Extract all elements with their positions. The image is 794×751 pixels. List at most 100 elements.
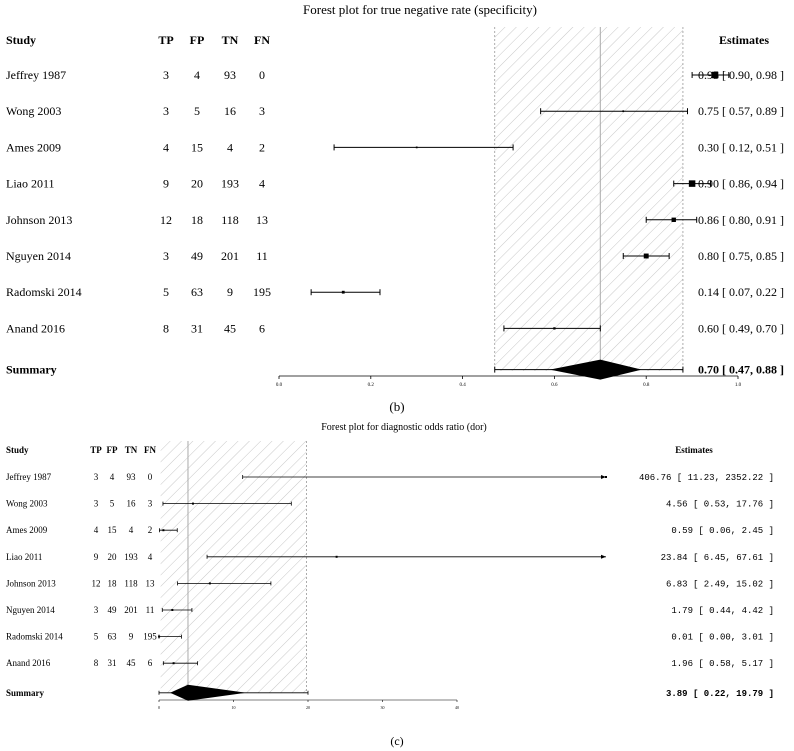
panel-b-point-estimate: [643, 253, 649, 259]
panel-c-study-fp: 63: [108, 632, 118, 642]
panel-b-study-row: Jeffrey 1987 3 4 93 0 0.95 [ 0.90, 0.98 ]: [6, 68, 784, 82]
panel-b-study-tn: 118: [221, 213, 239, 227]
panel-c-study-fn: 195: [143, 632, 157, 642]
panel-b-study-name: Radomski 2014: [6, 285, 82, 299]
panel-c-study-tn: 193: [124, 552, 138, 562]
panel-c-point-estimate: [335, 555, 338, 558]
panel-b-study-fn: 13: [256, 213, 268, 227]
panel-b-study-row: Ames 2009 4 15 4 2 0.30 [ 0.12, 0.51 ]: [6, 140, 784, 154]
panel-b-estimate-label: 0.75 [ 0.57, 0.89 ]: [698, 104, 784, 118]
panel-c-study-tn: 45: [127, 658, 137, 668]
panel-c-tick-label: 0: [158, 705, 160, 710]
panel-b-study-fp: 63: [191, 285, 203, 299]
panel-b-specificity: Forest plot for true negative rate (spec…: [6, 2, 784, 414]
panel-b-point-estimate: [341, 290, 345, 294]
panel-c-estimate-label: 0.01 [ 0.00, 3.01 ]: [671, 633, 774, 643]
panel-b-tick-label: 0.2: [368, 383, 375, 388]
panel-b-study-tn: 201: [221, 249, 239, 263]
panel-b-point-estimate: [711, 71, 719, 79]
panel-b-title: Forest plot for true negative rate (spec…: [303, 2, 537, 17]
panel-b-study-row: Wong 2003 3 5 16 3 0.75 [ 0.57, 0.89 ]: [6, 104, 784, 118]
panel-c-study-name: Ames 2009: [6, 525, 48, 535]
panel-b-summary-label: Summary: [6, 363, 57, 377]
panel-c-point-estimate: [162, 529, 165, 532]
panel-c-study-tn: 93: [127, 472, 137, 482]
panel-c-study-name: Nguyen 2014: [6, 605, 55, 615]
panel-c-point-estimate: [158, 635, 161, 638]
panel-c-header-estimates: Estimates: [675, 445, 713, 455]
panel-c-study-row: Ames 2009 4 15 4 2 0.59 [ 0.06, 2.45 ]: [6, 525, 774, 536]
panel-b-point-estimate: [415, 146, 418, 149]
panel-c-estimate-label: 0.59 [ 0.06, 2.45 ]: [671, 526, 774, 536]
panel-c-study-tn: 4: [129, 525, 134, 535]
panel-c-study-tn: 9: [129, 632, 134, 642]
panel-c-ci-arrow: [601, 554, 606, 559]
panel-b-summary-estimate: 0.70 [ 0.47, 0.88 ]: [698, 363, 784, 377]
panel-b-point-estimate: [688, 180, 696, 187]
panel-b-tick-label: 0.6: [551, 383, 558, 388]
panel-b-summary-diamond: [549, 359, 642, 380]
panel-b-tick-label: 0.0: [276, 383, 283, 388]
panel-c-study-fn: 6: [148, 658, 153, 668]
panel-c-estimate-label: 23.84 [ 6.45, 67.61 ]: [661, 553, 774, 563]
panel-c-title: Forest plot for diagnostic odds ratio (d…: [321, 422, 487, 433]
panel-c-study-fn: 2: [148, 525, 153, 535]
panel-b-estimate-label: 0.60 [ 0.49, 0.70 ]: [698, 321, 784, 335]
panel-c-summary-row: Summary 3.89 [ 0.22, 19.79 ]: [6, 684, 774, 701]
panel-c-estimate-label: 6.83 [ 2.49, 15.02 ]: [666, 579, 774, 589]
panel-b-study-row: Johnson 2013 12 18 118 13 0.86 [ 0.80, 0.91 ]: [6, 213, 784, 227]
panel-b-study-tp: 3: [163, 249, 169, 263]
panel-c-study-fp: 31: [108, 658, 117, 668]
panel-b-study-name: Johnson 2013: [6, 213, 72, 227]
panel-c-x-axis: 0 10 20 30 40: [158, 699, 459, 710]
panel-b-estimate-label: 0.14 [ 0.07, 0.22 ]: [698, 285, 784, 299]
panel-b-study-fn: 6: [259, 321, 265, 335]
panel-b-study-tp: 3: [163, 68, 169, 82]
panel-b-study-name: Anand 2016: [6, 321, 65, 335]
panel-c-tick-label: 40: [455, 705, 459, 710]
panel-b-study-name: Ames 2009: [6, 140, 61, 154]
panel-c-study-tp: 4: [94, 525, 99, 535]
panel-c-study-tp: 12: [92, 578, 101, 588]
panel-b-estimate-label: 0.86 [ 0.80, 0.91 ]: [698, 213, 784, 227]
panel-b-study-fn: 4: [259, 177, 265, 191]
panel-c-header-study: Study: [6, 445, 29, 455]
panel-c-estimate-label: 406.76 [ 11.23, 2352.22 ]: [639, 473, 774, 483]
panel-b-study-tn: 93: [224, 68, 236, 82]
panel-b-point-estimate: [553, 327, 556, 330]
panel-c-study-row: Radomski 2014 5 63 9 195 0.01 [ 0.00, 3.01 ]: [6, 632, 774, 643]
panel-c-study-fp: 15: [108, 525, 118, 535]
panel-c-estimate-label: 1.79 [ 0.44, 4.42 ]: [671, 606, 774, 616]
panel-c-hatch-area: [160, 441, 307, 693]
panel-b-study-name: Liao 2011: [6, 177, 55, 191]
panel-b-study-tp: 3: [163, 104, 169, 118]
panel-c-study-name: Liao 2011: [6, 552, 42, 562]
panel-b-header-fp: FP: [190, 33, 205, 47]
panel-c-study-name: Johnson 2013: [6, 578, 56, 588]
panel-c-study-row: Jeffrey 1987 3 4 93 0 406.76 [ 11.23, 2352.22…: [6, 472, 774, 483]
panel-b-tick-label: 0.4: [459, 383, 466, 388]
panel-b-study-fp: 20: [191, 177, 203, 191]
panel-c-header-tn: TN: [125, 445, 138, 455]
panel-b-study-tn: 9: [227, 285, 233, 299]
panel-b-point-estimate: [671, 217, 676, 222]
panel-c-study-name: Radomski 2014: [6, 632, 63, 642]
panel-b-header-estimates: Estimates: [719, 33, 769, 47]
panel-c-point-estimate: [191, 502, 194, 505]
panel-b-study-fp: 15: [191, 140, 203, 154]
panel-b-study-row: Liao 2011 9 20 193 4 0.90 [ 0.86, 0.94 ]: [6, 177, 784, 191]
panel-b-estimate-label: 0.80 [ 0.75, 0.85 ]: [698, 249, 784, 263]
panel-b-study-row: Radomski 2014 5 63 9 195 0.14 [ 0.07, 0.22 ]: [6, 285, 784, 299]
panel-c-header-fn: FN: [144, 445, 156, 455]
panel-b-header-study: Study: [6, 33, 36, 47]
panel-b-study-tp: 9: [163, 177, 169, 191]
panel-c-study-tp: 3: [94, 472, 99, 482]
panel-c-study-fp: 18: [108, 578, 118, 588]
panel-c-summary-label: Summary: [6, 688, 44, 698]
panel-c-study-tn: 16: [127, 499, 137, 509]
panel-b-header-tn: TN: [222, 33, 239, 47]
panel-c-estimate-label: 1.96 [ 0.58, 5.17 ]: [671, 659, 774, 669]
panel-b-study-fn: 195: [253, 285, 271, 299]
panel-c-study-fn: 13: [146, 578, 156, 588]
